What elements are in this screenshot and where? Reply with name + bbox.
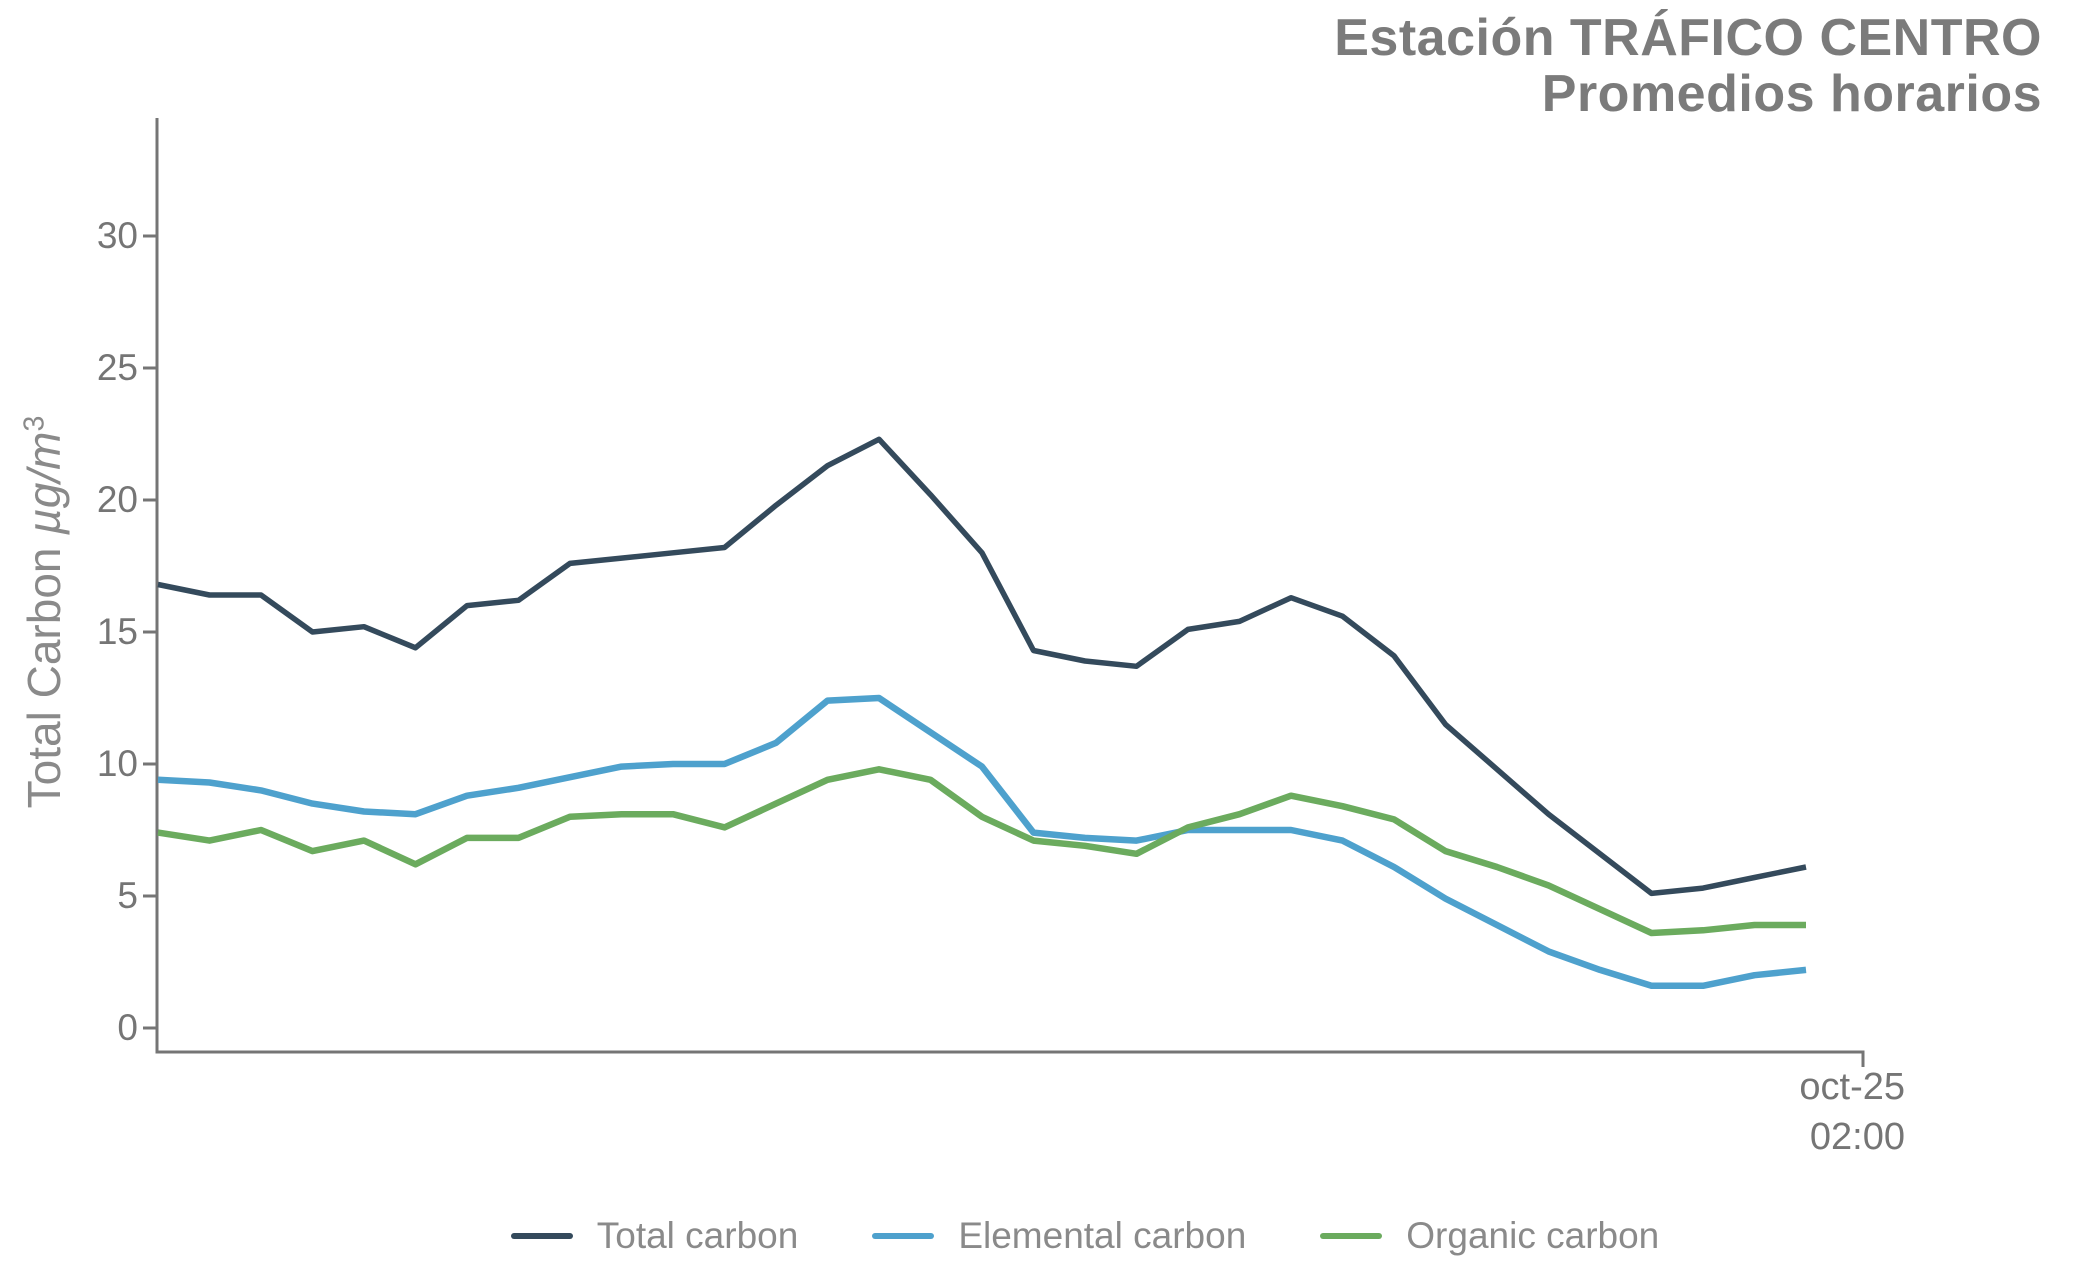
legend-label-organic-carbon: Organic carbon [1406, 1215, 1660, 1256]
plot-area [143, 118, 1865, 1067]
y-tick-label-25: 25 [96, 347, 138, 388]
y-tick-label-30: 30 [96, 215, 138, 256]
x-tick-label-time: 02:00 [1809, 1116, 1905, 1158]
legend-swatch-total-carbon [510, 1233, 573, 1239]
chart-title: Estación TRÁFICO CENTRO Promedios horari… [1334, 10, 2042, 122]
series-line-total-carbon [157, 436, 1807, 897]
axes [143, 118, 1865, 1067]
y-tick-label-15: 15 [96, 611, 138, 652]
legend-swatch-organic-carbon [1320, 1233, 1383, 1239]
legend: Total carbon Elemental carbon Organic ca… [36, 1212, 2098, 1260]
series-lines [157, 436, 1807, 990]
series-line-organic-carbon [157, 766, 1806, 937]
y-axis-title-units-exponent: 3 [18, 415, 51, 432]
x-tick-label-date: oct-25 [1799, 1066, 1905, 1108]
legend-label-total-carbon: Total carbon [596, 1215, 799, 1256]
legend-item-organic-carbon: Organic carbon [1320, 1212, 1659, 1260]
x-tick-label: oct-25 02:00 [1799, 1062, 1905, 1162]
legend-item-elemental-carbon: Elemental carbon [872, 1212, 1246, 1260]
y-tick-label-5: 5 [117, 875, 138, 916]
series-line-elemental-carbon [157, 694, 1807, 990]
axis-spine [155, 118, 1865, 1067]
legend-item-total-carbon: Total carbon [510, 1212, 799, 1260]
chart-title-line1: Estación TRÁFICO CENTRO [1334, 9, 2042, 67]
y-tick-label-0: 0 [117, 1007, 138, 1048]
legend-swatch-elemental-carbon [872, 1233, 935, 1239]
legend-label-elemental-carbon: Elemental carbon [958, 1215, 1247, 1256]
y-tick-label-10: 10 [96, 743, 138, 784]
y-tick-label-20: 20 [96, 479, 138, 520]
chart-title-line2: Promedios horarios [1541, 65, 2042, 123]
